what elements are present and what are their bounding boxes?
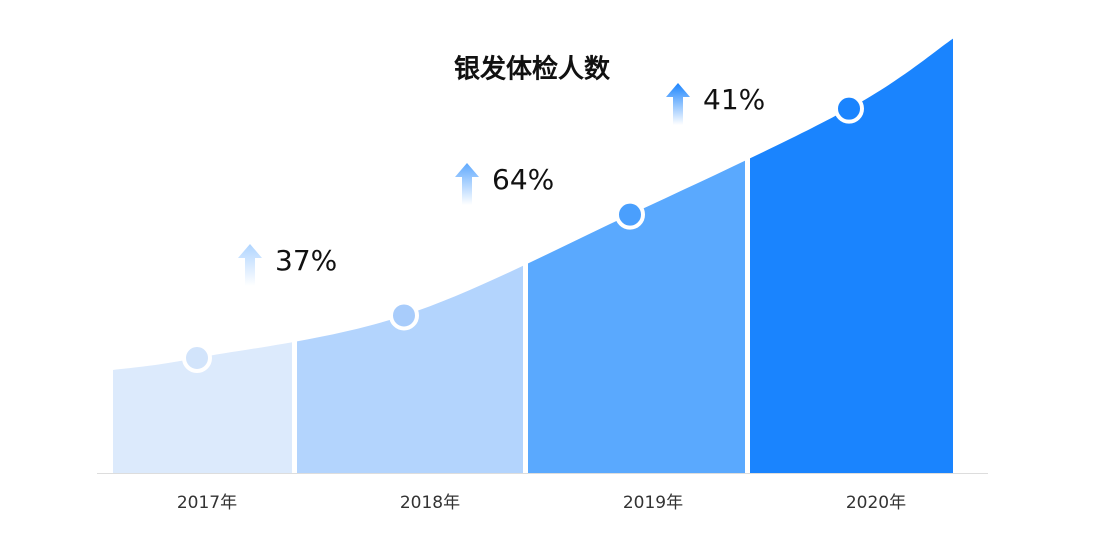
x-tick-label: 2018年 (400, 493, 460, 513)
x-tick-label: 2017年 (177, 493, 237, 513)
area-band (750, 38, 953, 473)
growth-label: 64% (492, 163, 554, 196)
chart-title: 银发体检人数 (454, 54, 611, 85)
area-band (113, 38, 292, 473)
point (182, 343, 212, 373)
growth-arrow (238, 244, 262, 286)
point (389, 300, 419, 331)
x-tick-label: 2019年 (623, 493, 683, 513)
point (834, 93, 864, 124)
x-tick-label: 2020年 (846, 493, 906, 513)
point (615, 199, 645, 230)
growth-arrow (666, 83, 690, 125)
growth-label: 41% (703, 83, 765, 116)
growth-arrow (455, 163, 479, 205)
growth-label: 37% (275, 244, 337, 277)
